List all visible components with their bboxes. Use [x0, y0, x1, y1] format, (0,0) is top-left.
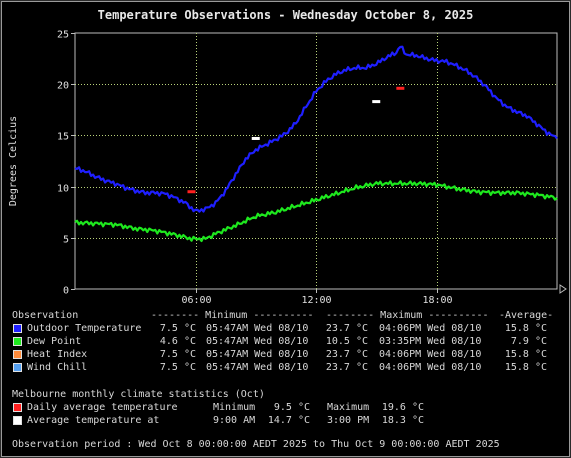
legend-min-time: 05:47AM Wed 08/10: [206, 349, 309, 360]
legend-average: 15.8 °C: [504, 362, 547, 373]
y-tick-label: 20: [57, 81, 69, 92]
legend-swatch-dew-point: [13, 337, 22, 346]
legend-swatch-outdoor-temperature: [13, 324, 22, 333]
legend-label: Dew Point: [27, 336, 82, 347]
legend-swatch-heat-index: [13, 350, 22, 359]
marker-daily-average-temperature: [396, 86, 405, 90]
marker-average-temperature-at: [372, 100, 381, 104]
legend-average: 7.9 °C: [510, 336, 547, 347]
legend-label: Outdoor Temperature: [27, 323, 142, 334]
legend-label: Wind Chill: [27, 362, 88, 373]
climate-daily-min-value: 9.5 °C: [273, 402, 310, 413]
y-tick-label: 5: [63, 235, 69, 246]
legend-min-time: 05:47AM Wed 08/10: [206, 336, 309, 347]
climate-swatch-average-at: [13, 416, 22, 425]
climate-title: Melbourne monthly climate statistics (Oc…: [12, 389, 265, 400]
legend-label: Heat Index: [27, 349, 88, 360]
legend-header-maximum: -------- Maximum ----------: [326, 310, 489, 321]
climate-at-value2: 18.3 °C: [381, 415, 424, 426]
climate-at-time1: 9:00 AM: [213, 415, 256, 426]
climate-daily-label: Daily average temperature: [27, 402, 178, 413]
climate-at-value1: 14.7 °C: [267, 415, 310, 426]
legend-max-time: 04:06PM Wed 08/10: [379, 349, 482, 360]
legend-average: 15.8 °C: [504, 349, 547, 360]
climate-at-label: Average temperature at: [27, 415, 160, 426]
x-tick-label: 18:00: [422, 295, 452, 306]
legend-min-time: 05:47AM Wed 08/10: [206, 323, 309, 334]
legend-average: 15.8 °C: [504, 323, 547, 334]
x-tick-label: 12:00: [301, 295, 331, 306]
observation-period: Observation period : Wed Oct 8 00:00:00 …: [12, 439, 500, 450]
legend-max-time: 03:35PM Wed 08/10: [379, 336, 482, 347]
marker-daily-average-temperature: [187, 190, 196, 194]
climate-daily-max-value: 19.6 °C: [381, 402, 424, 413]
y-tick-label: 15: [57, 132, 69, 143]
y-tick-label: 25: [57, 30, 69, 41]
legend-header-minimum: -------- Minimum ----------: [151, 310, 314, 321]
legend-min-value: 4.6 °C: [159, 336, 196, 347]
y-tick-label: 0: [63, 286, 69, 297]
plot-area: [74, 32, 558, 290]
climate-at-time2: 3:00 PM: [327, 415, 370, 426]
legend-max-value: 10.5 °C: [325, 336, 368, 347]
climate-daily-max-label: Maximum: [327, 402, 370, 413]
x-tick-label: 06:00: [181, 295, 211, 306]
series-line-outdoor-temperature: [74, 45, 558, 213]
climate-daily-min-label: Minimum: [213, 402, 256, 413]
climate-swatch-daily-average: [13, 403, 22, 412]
legend-header-average: -Average-: [499, 310, 554, 321]
y-tick-label: 10: [57, 184, 69, 195]
marker-average-temperature-at: [251, 136, 260, 140]
legend-swatch-wind-chill: [13, 363, 22, 372]
legend-min-value: 7.5 °C: [159, 323, 196, 334]
legend-max-time: 04:06PM Wed 08/10: [379, 323, 482, 334]
legend-max-value: 23.7 °C: [325, 349, 368, 360]
series-line-dew-point: [74, 180, 558, 243]
legend-header-observation: Observation: [12, 310, 79, 321]
y-axis-label: Degrees Celcius: [8, 115, 19, 207]
legend-max-time: 04:06PM Wed 08/10: [379, 362, 482, 373]
legend-min-time: 05:47AM Wed 08/10: [206, 362, 309, 373]
legend-min-value: 7.5 °C: [159, 349, 196, 360]
legend-min-value: 7.5 °C: [159, 362, 196, 373]
legend-max-value: 23.7 °C: [325, 362, 368, 373]
x-axis-arrow: [559, 284, 567, 294]
chart-title: Temperature Observations - Wednesday Oct…: [97, 8, 474, 22]
legend-max-value: 23.7 °C: [325, 323, 368, 334]
